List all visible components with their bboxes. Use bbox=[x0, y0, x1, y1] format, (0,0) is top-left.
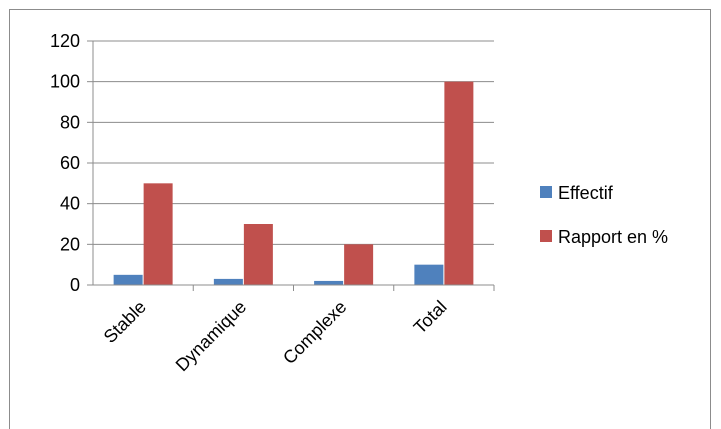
x-category-label: Complexe bbox=[279, 297, 350, 368]
bar-rapport-en-dynamique bbox=[243, 224, 273, 285]
bars bbox=[113, 81, 474, 286]
y-tick-label: 120 bbox=[50, 31, 80, 51]
y-tick-label: 60 bbox=[60, 153, 80, 173]
legend-swatch-rapport bbox=[540, 230, 552, 242]
legend: Effectif Rapport en % bbox=[540, 183, 668, 247]
bar-effectif-complexe bbox=[314, 280, 344, 285]
y-tick-label: 20 bbox=[60, 234, 80, 254]
y-tick-label: 40 bbox=[60, 194, 80, 214]
axes bbox=[92, 41, 494, 286]
bar-effectif-total bbox=[414, 264, 444, 285]
bar-effectif-stable bbox=[113, 274, 143, 285]
bar-rapport-en-complexe bbox=[344, 244, 374, 285]
y-tick-label: 80 bbox=[60, 112, 80, 132]
y-tick-label: 0 bbox=[70, 275, 80, 295]
legend-label-effectif: Effectif bbox=[558, 183, 614, 203]
chart-frame bbox=[9, 9, 711, 429]
y-tick-label: 100 bbox=[50, 72, 80, 92]
legend-label-rapport: Rapport en % bbox=[558, 227, 668, 247]
bar-effectif-dynamique bbox=[213, 278, 243, 285]
legend-swatch-effectif bbox=[540, 186, 552, 198]
bar-rapport-en-total bbox=[444, 81, 474, 286]
x-category-label: Total bbox=[410, 297, 451, 338]
bar-rapport-en-stable bbox=[143, 183, 173, 285]
x-category-label: Dynamique bbox=[172, 297, 251, 376]
y-tick-labels: 0 20 40 60 80 100 120 bbox=[50, 31, 80, 295]
x-category-labels: Stable Dynamique Complexe Total bbox=[100, 297, 451, 376]
x-category-label: Stable bbox=[100, 297, 150, 347]
